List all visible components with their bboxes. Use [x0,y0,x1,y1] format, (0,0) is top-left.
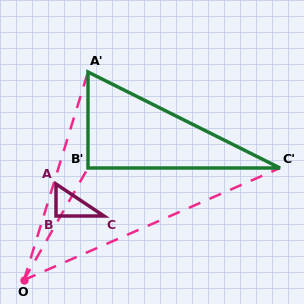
Text: B: B [44,219,54,232]
Text: A': A' [90,55,103,68]
Text: B': B' [71,154,85,166]
Text: C: C [106,219,116,232]
Text: O: O [17,285,28,299]
Text: A: A [42,168,52,181]
Text: C': C' [282,154,295,166]
